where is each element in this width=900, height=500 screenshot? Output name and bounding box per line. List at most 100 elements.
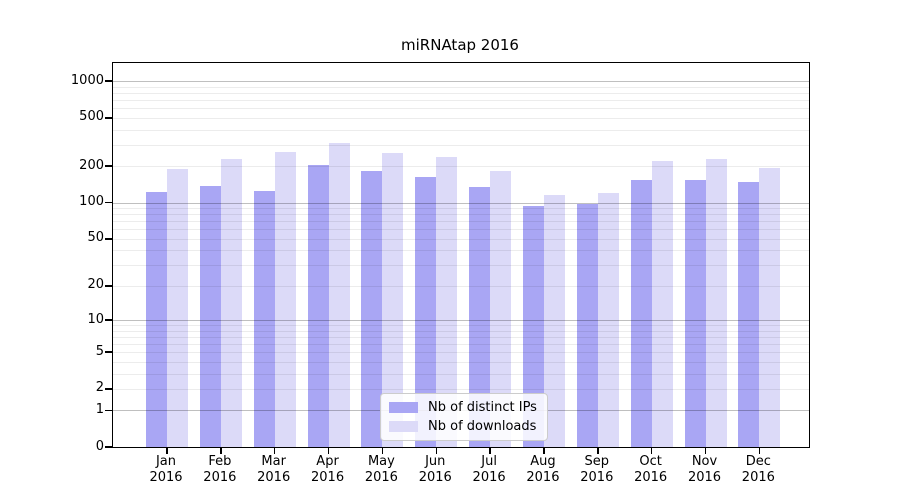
month-label: May [367, 454, 395, 469]
bar-mar-downloads [274, 152, 296, 447]
y-tick-label: 0 [95, 438, 104, 454]
month-label: Nov [691, 454, 718, 469]
y-tick-mark [105, 165, 113, 167]
plot-area: Nb of distinct IPs Nb of downloads [105, 62, 810, 454]
y-tick-mark [105, 117, 113, 119]
gridline-minor [113, 108, 809, 110]
bar-dec-downloads [759, 168, 781, 447]
y-tick-mark [105, 319, 113, 321]
bar-oct-ips [630, 180, 652, 447]
x-tick-mark [704, 447, 707, 454]
y-tick-mark [105, 388, 113, 390]
bar-feb-downloads [220, 158, 242, 447]
y-tick-label: 500 [79, 109, 104, 125]
gridline-major [113, 202, 809, 204]
x-tick-mark [597, 447, 599, 454]
x-tick-mark [435, 447, 437, 454]
legend-swatch-distinct-ips [389, 402, 418, 413]
bar-apr-downloads [328, 142, 350, 447]
gridline-minor [113, 373, 809, 375]
y-tick-label: 20 [87, 277, 104, 293]
year-label: 2016 [634, 470, 668, 485]
bar-jun-ips [415, 176, 437, 447]
bar-aug-ips [522, 206, 544, 447]
gridline-minor [113, 129, 809, 131]
gridline-minor [113, 330, 809, 332]
bar-sep-ips [576, 204, 598, 447]
x-tick-mark [327, 447, 330, 454]
gridline-minor [113, 100, 809, 102]
legend-label-downloads: Nb of downloads [428, 419, 537, 434]
year-label: 2016 [149, 470, 183, 485]
gridline-minor [113, 361, 809, 363]
x-tick-mark [381, 447, 384, 454]
month-label: Sep [584, 454, 610, 469]
bar-may-ips [361, 170, 383, 447]
gridline-minor [113, 221, 809, 223]
x-tick-label-oct: Oct 2016 [619, 454, 683, 486]
gridline-minor [113, 265, 809, 267]
bar-aug-downloads [543, 194, 565, 447]
bar-dec-ips [738, 182, 760, 447]
bar-nov-ips [684, 179, 706, 447]
legend-item-downloads: Nb of downloads [389, 419, 537, 434]
x-tick-mark [650, 447, 653, 454]
y-tick-label: 1000 [70, 72, 104, 88]
gridline-minor [113, 214, 809, 216]
gridline-minor [113, 325, 809, 327]
x-tick-label-dec: Dec 2016 [726, 454, 790, 486]
month-label: Apr [316, 454, 339, 469]
bar-jun-downloads [436, 156, 458, 447]
bar-oct-downloads [651, 160, 673, 447]
gridline-minor [113, 336, 809, 338]
y-tick-label: 1 [95, 401, 104, 417]
x-tick-label-sep: Sep 2016 [565, 454, 629, 486]
y-tick-mark [105, 409, 113, 412]
gridline-minor [113, 388, 809, 390]
x-tick-label-nov: Nov 2016 [673, 454, 737, 486]
gridline-minor [113, 352, 809, 354]
y-tick-label: 200 [79, 157, 104, 173]
gridline-minor [113, 285, 809, 287]
bar-sep-downloads [597, 192, 619, 447]
bar-mar-ips [253, 191, 275, 447]
y-tick-mark [105, 446, 113, 448]
bar-feb-ips [199, 186, 221, 447]
y-tick-label: 50 [87, 230, 104, 246]
month-label: Aug [530, 454, 556, 469]
x-tick-label-jan: Jan 2016 [134, 454, 198, 486]
x-tick-label-feb: Feb 2016 [188, 454, 252, 486]
month-label: Mar [261, 454, 286, 469]
gridline-minor [113, 166, 809, 168]
legend: Nb of distinct IPs Nb of downloads [380, 393, 548, 441]
gridline-minor [113, 144, 809, 146]
month-label: Feb [208, 454, 232, 469]
month-label: Oct [639, 454, 662, 469]
year-label: 2016 [418, 470, 452, 485]
gridline-major [113, 320, 809, 322]
month-label: Dec [745, 454, 771, 469]
bar-jul-ips [469, 186, 491, 447]
y-tick-mark [105, 201, 113, 204]
gridline-minor [113, 86, 809, 88]
year-label: 2016 [687, 470, 722, 485]
gridline-major [113, 81, 809, 83]
bar-jan-ips [146, 192, 167, 447]
bar-may-downloads [382, 153, 404, 447]
bar-jul-downloads [490, 170, 512, 447]
y-tick-mark [105, 351, 113, 353]
x-tick-label-aug: Aug 2016 [511, 454, 575, 486]
gridline-minor [113, 238, 809, 240]
x-tick-label-apr: Apr 2016 [296, 454, 360, 486]
year-label: 2016 [257, 470, 291, 485]
x-tick-mark [489, 447, 491, 454]
x-tick-label-mar: Mar 2016 [242, 454, 306, 486]
year-label: 2016 [472, 470, 506, 485]
bar-nov-downloads [705, 159, 727, 447]
legend-item-distinct-ips: Nb of distinct IPs [389, 400, 537, 415]
year-label: 2016 [741, 470, 775, 485]
legend-swatch-downloads [389, 421, 418, 432]
y-tick-label: 2 [95, 380, 104, 396]
chart-title: miRNAtap 2016 [401, 36, 519, 54]
x-tick-label-jul: Jul 2016 [457, 454, 521, 486]
